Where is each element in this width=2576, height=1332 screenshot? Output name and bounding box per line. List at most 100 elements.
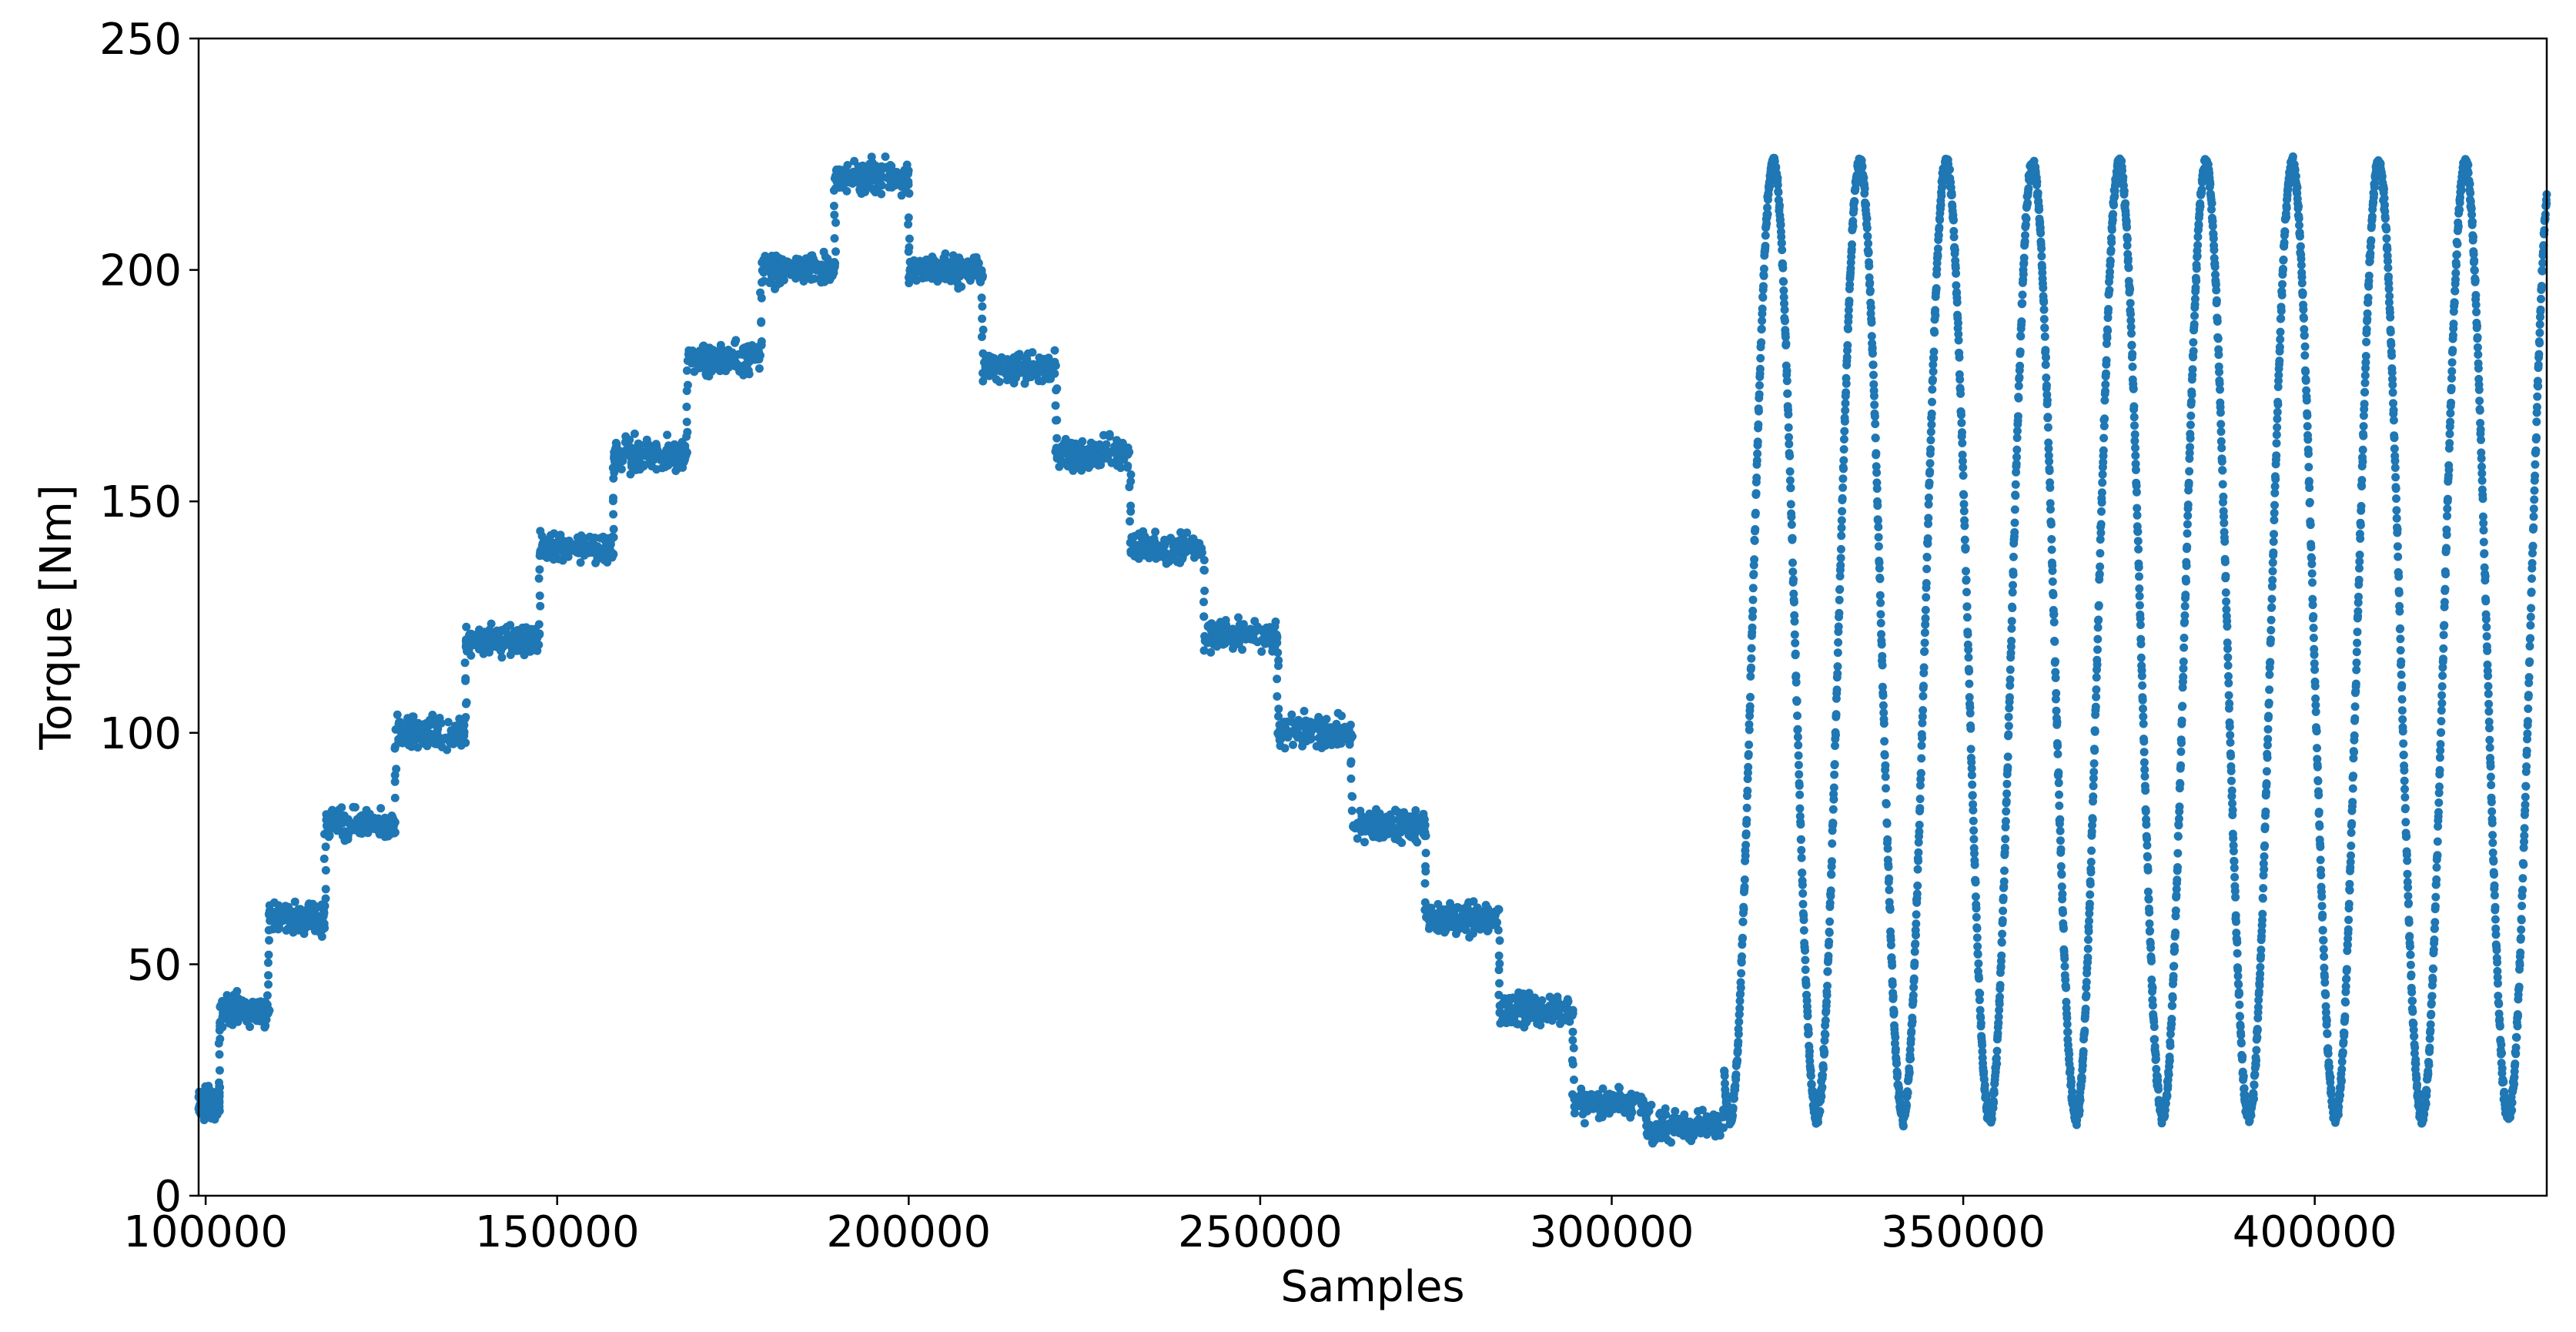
data-point (1234, 613, 1243, 622)
data-point (1752, 474, 1761, 482)
data-point (1089, 450, 1098, 459)
data-point (1461, 925, 1470, 935)
data-point (390, 793, 400, 802)
data-point (1837, 524, 1846, 533)
data-point (230, 994, 239, 1003)
data-point (1055, 453, 1065, 461)
data-point (1835, 595, 1844, 604)
data-point (1657, 1123, 1666, 1133)
data-point (1885, 905, 1895, 914)
data-point (977, 333, 986, 341)
data-point (1746, 692, 1755, 701)
data-point (2004, 712, 2013, 721)
data-point (1026, 373, 1035, 382)
data-point (1957, 418, 1966, 427)
data-point (1929, 347, 1939, 356)
data-point (289, 925, 299, 935)
data-point (1790, 617, 1799, 626)
data-point (2045, 467, 2054, 475)
data-point (1996, 992, 2004, 1002)
data-point (810, 274, 819, 283)
data-point (694, 353, 703, 362)
data-point (1957, 410, 1965, 420)
data-point (590, 534, 600, 542)
data-point (1298, 718, 1307, 727)
data-point (1924, 514, 1933, 523)
data-point (1200, 586, 1209, 595)
data-point (1250, 617, 1260, 626)
data-point (2053, 749, 2062, 758)
data-point (1844, 324, 1852, 333)
data-point (1782, 377, 1791, 386)
data-point (1959, 463, 1968, 472)
data-point (1920, 638, 1929, 648)
data-point (2052, 706, 2061, 715)
data-point (1347, 759, 1356, 768)
data-point (734, 361, 743, 370)
data-point (855, 172, 864, 182)
data-point (1510, 1014, 1519, 1023)
data-point (958, 267, 968, 276)
data-point (1798, 880, 1807, 889)
data-point (1163, 554, 1173, 564)
data-point (1966, 724, 1975, 733)
data-point (1821, 1030, 1830, 1039)
data-point (2039, 297, 2049, 306)
data-point (528, 644, 537, 654)
data-point (2092, 692, 2101, 701)
data-point (265, 1006, 274, 1015)
data-point (1531, 1012, 1541, 1022)
data-point (343, 835, 353, 844)
data-point (214, 1039, 223, 1048)
data-point (2018, 290, 2027, 300)
data-point (215, 1066, 224, 1075)
data-point (1126, 470, 1136, 479)
data-point (1562, 998, 1571, 1007)
data-point (2048, 566, 2057, 575)
data-point (2065, 1049, 2074, 1059)
data-point (1545, 992, 1554, 1002)
data-point (569, 540, 578, 549)
data-point (2045, 457, 2054, 466)
data-point (1895, 1088, 1904, 1097)
data-point (1494, 905, 1504, 914)
data-point (1874, 533, 1883, 542)
data-point (2086, 858, 2096, 866)
data-point (977, 293, 986, 303)
data-point (1876, 610, 1885, 619)
data-point (1347, 806, 1357, 815)
data-point (1806, 1072, 1815, 1080)
data-point (1748, 623, 1757, 632)
data-point (1836, 554, 1845, 563)
data-point (425, 715, 434, 725)
data-point (2051, 657, 2059, 666)
data-point (1926, 427, 1935, 437)
data-point (2032, 177, 2042, 186)
data-point (1828, 839, 1837, 848)
data-point (2016, 347, 2025, 356)
data-point (1886, 941, 1895, 949)
data-point (1920, 628, 1929, 638)
data-point (2012, 445, 2022, 454)
data-point (1747, 663, 1755, 672)
data-point (461, 676, 470, 685)
data-point (2046, 520, 2056, 529)
data-point (1655, 1109, 1664, 1119)
data-point (1848, 240, 1856, 249)
data-point (979, 272, 987, 280)
data-point (793, 266, 802, 275)
data-point (1101, 447, 1110, 457)
data-point (2060, 954, 2069, 963)
data-point (830, 210, 839, 219)
data-point (683, 427, 692, 437)
data-point (1421, 848, 1430, 858)
data-point (1790, 630, 1799, 639)
data-point (233, 986, 242, 996)
data-point (1786, 484, 1795, 493)
data-point (1748, 595, 1758, 604)
data-point (1947, 190, 1956, 199)
data-point (881, 152, 890, 161)
data-point (1128, 549, 1137, 557)
data-point (1922, 553, 1932, 562)
data-point (595, 547, 604, 557)
